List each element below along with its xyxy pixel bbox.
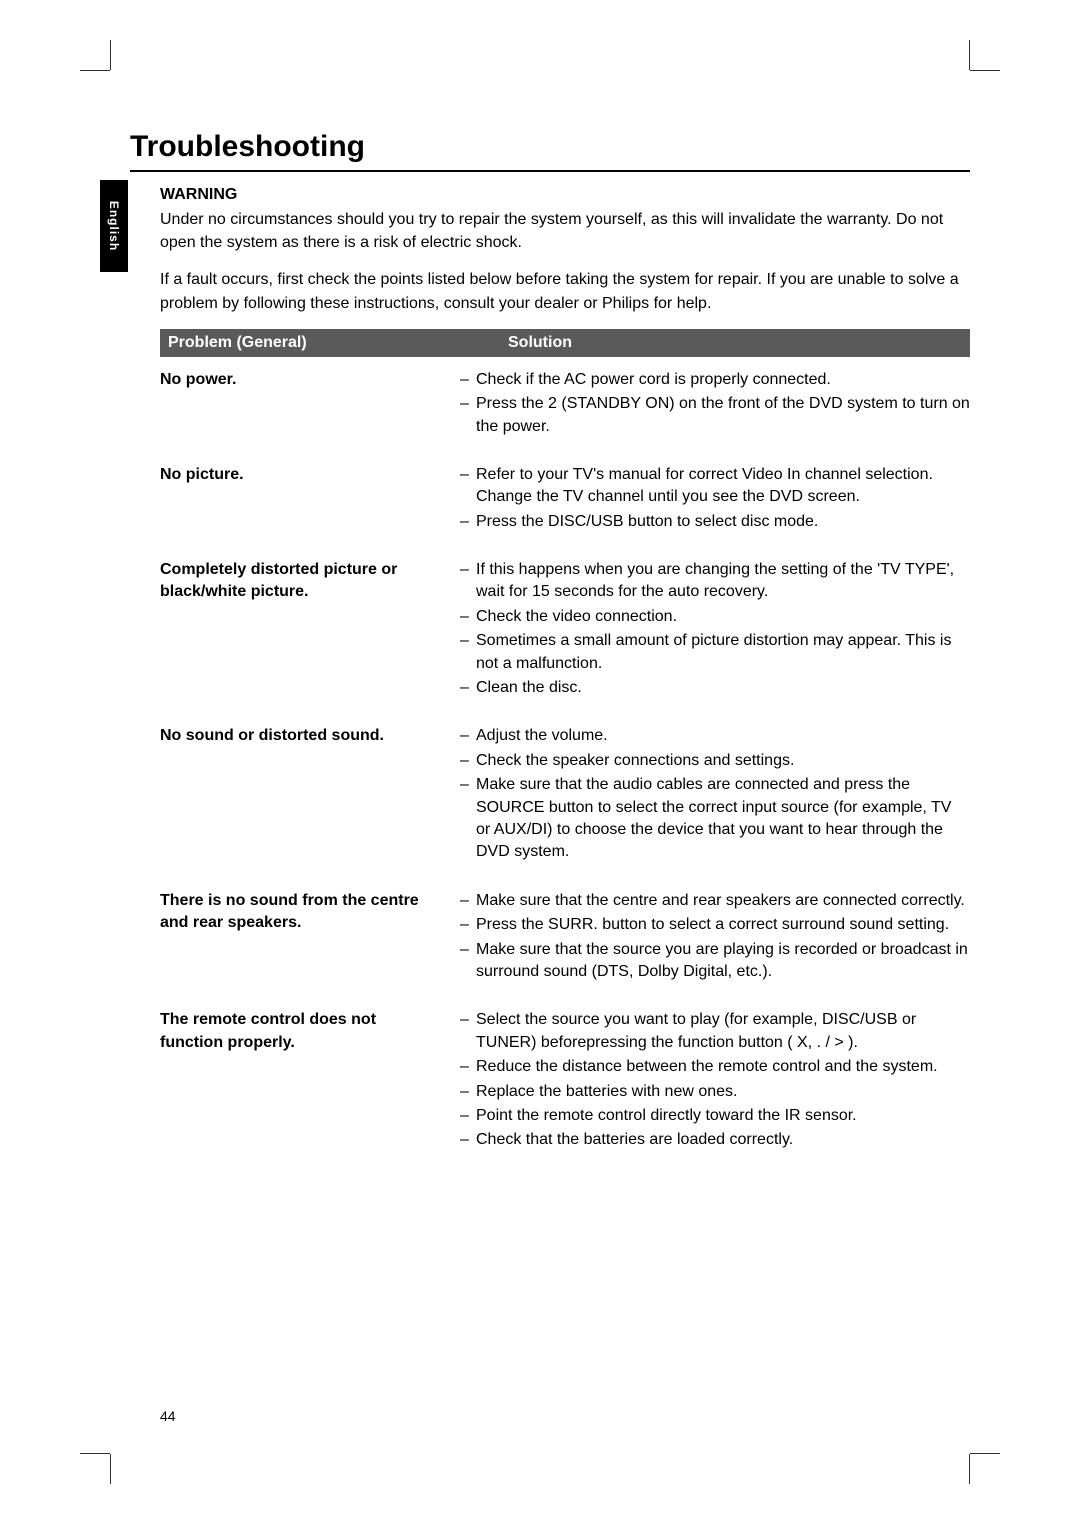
dash-icon: – — [460, 1009, 476, 1054]
solution-text: Check if the AC power cord is properly c… — [476, 369, 970, 391]
solution-cell: –Refer to your TV's manual for correct V… — [460, 464, 970, 535]
dash-icon: – — [460, 1105, 476, 1127]
dash-icon: – — [460, 369, 476, 391]
solution-cell: –Make sure that the centre and rear spea… — [460, 890, 970, 986]
warning-heading: WARNING — [160, 186, 970, 204]
table-row: No power.–Check if the AC power cord is … — [160, 369, 970, 440]
dash-icon: – — [460, 511, 476, 533]
dash-icon: – — [460, 750, 476, 772]
table-row: No sound or distorted sound.–Adjust the … — [160, 725, 970, 865]
solution-cell: –Check if the AC power cord is properly … — [460, 369, 970, 440]
dash-icon: – — [460, 1056, 476, 1078]
solution-text: Replace the batteries with new ones. — [476, 1081, 970, 1103]
table-header: Problem (General) Solution — [160, 329, 970, 357]
solution-text: Check the video connection. — [476, 606, 970, 628]
problem-cell: Completely distorted picture or black/wh… — [160, 559, 460, 701]
warning-text-2: If a fault occurs, first check the point… — [160, 268, 970, 314]
warning-text-1: Under no circumstances should you try to… — [160, 208, 970, 254]
solution-text: If this happens when you are changing th… — [476, 559, 970, 604]
solution-text: Make sure that the source you are playin… — [476, 939, 970, 984]
dash-icon: – — [460, 914, 476, 936]
dash-icon: – — [460, 774, 476, 864]
solution-text: Check the speaker connections and settin… — [476, 750, 970, 772]
solution-text: Check that the batteries are loaded corr… — [476, 1129, 970, 1151]
solution-text: Select the source you want to play (for … — [476, 1009, 970, 1054]
problem-cell: No sound or distorted sound. — [160, 725, 460, 865]
dash-icon: – — [460, 559, 476, 604]
solution-cell: –If this happens when you are changing t… — [460, 559, 970, 701]
dash-icon: – — [460, 677, 476, 699]
dash-icon: – — [460, 630, 476, 675]
solution-text: Make sure that the centre and rear speak… — [476, 890, 970, 912]
solution-text: Make sure that the audio cables are conn… — [476, 774, 970, 864]
dash-icon: – — [460, 1081, 476, 1103]
dash-icon: – — [460, 890, 476, 912]
solution-text: Refer to your TV's manual for correct Vi… — [476, 464, 970, 509]
solution-text: Point the remote control directly toward… — [476, 1105, 970, 1127]
table-header-problem: Problem (General) — [168, 334, 468, 352]
problem-cell: No power. — [160, 369, 460, 440]
page-title: Troubleshooting — [130, 130, 970, 172]
dash-icon: – — [460, 393, 476, 438]
page-number: 44 — [160, 1408, 176, 1424]
problem-cell: There is no sound from the centre and re… — [160, 890, 460, 986]
table-row: No picture.–Refer to your TV's manual fo… — [160, 464, 970, 535]
dash-icon: – — [460, 939, 476, 984]
solution-text: Press the SURR. button to select a corre… — [476, 914, 970, 936]
problem-cell: The remote control does not function pro… — [160, 1009, 460, 1153]
table-row: Completely distorted picture or black/wh… — [160, 559, 970, 701]
solution-text: Press the DISC/USB button to select disc… — [476, 511, 970, 533]
problem-cell: No picture. — [160, 464, 460, 535]
table-header-solution: Solution — [468, 334, 962, 352]
solution-cell: –Adjust the volume.–Check the speaker co… — [460, 725, 970, 865]
table-row: There is no sound from the centre and re… — [160, 890, 970, 986]
solution-cell: –Select the source you want to play (for… — [460, 1009, 970, 1153]
dash-icon: – — [460, 1129, 476, 1151]
solution-text: Reduce the distance between the remote c… — [476, 1056, 970, 1078]
solution-text: Sometimes a small amount of picture dist… — [476, 630, 970, 675]
dash-icon: – — [460, 606, 476, 628]
solution-text: Press the 2 (STANDBY ON) on the front of… — [476, 393, 970, 438]
solution-text: Adjust the volume. — [476, 725, 970, 747]
solution-text: Clean the disc. — [476, 677, 970, 699]
table-row: The remote control does not function pro… — [160, 1009, 970, 1153]
dash-icon: – — [460, 464, 476, 509]
language-tab: English — [100, 180, 128, 272]
dash-icon: – — [460, 725, 476, 747]
